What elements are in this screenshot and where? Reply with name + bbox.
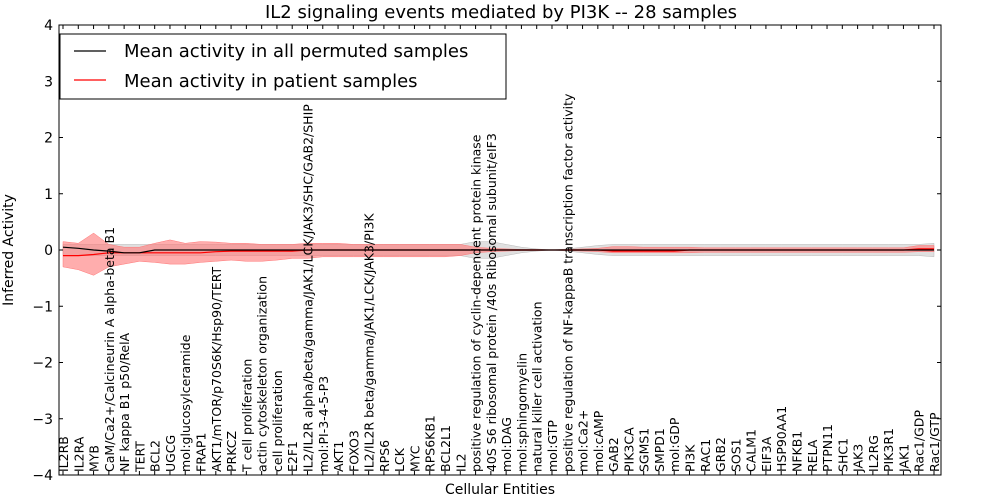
x-tick-label: positive regulation of cyclin-dependent … <box>469 134 484 472</box>
x-tick-label: UGCG <box>163 435 178 472</box>
x-tick-label: mol:GDP <box>667 417 682 472</box>
x-tick-label: IL2RB <box>56 436 71 472</box>
x-tick-label: positive regulation of NF-kappaB transcr… <box>560 93 575 472</box>
x-tick-label: IL2 <box>453 453 468 472</box>
x-tick-label: IL2/IL2R beta/gamma/JAK1/LCK/JAK3/PI3K <box>362 213 377 472</box>
x-tick-label: AKT1 <box>331 441 346 472</box>
x-tick-label: T cell proliferation <box>239 359 254 473</box>
x-tick-label: SHC1 <box>835 438 850 472</box>
x-tick-label: RELA <box>805 439 820 472</box>
x-axis-ticks <box>62 25 935 475</box>
x-tick-label: IL2/IL2R alpha/beta/gamma/JAK1/LCK/JAK3/… <box>301 104 316 472</box>
x-tick-label: BCL2 <box>148 440 163 472</box>
x-tick-label: JAK1 <box>896 444 911 473</box>
plot-area: −4 −3 −2 −1 0 1 2 3 4 IL2RB IL2RA MYB CaM/Ca2+/Calc… <box>32 18 942 484</box>
x-tick-label: PIK3R1 <box>881 428 896 472</box>
x-tick-label: AKT1/mTOR/p70S6K/Hsp90/TERT <box>209 266 224 472</box>
x-tick-label: RPS6 <box>377 440 392 472</box>
x-tick-label: FRAP1 <box>194 433 209 472</box>
x-tick-label: mol:glucosylceramide <box>178 334 193 472</box>
y-axis-label: Inferred Activity <box>1 194 17 306</box>
x-tick-label: EIF3A <box>759 436 774 472</box>
x-tick-label: IL2RA <box>71 436 86 472</box>
x-tick-label: PIK3CA <box>621 427 636 472</box>
x-tick-label: MYB <box>87 445 102 472</box>
x-tick-label: mol:PI-3-4-5-P3 <box>316 376 331 472</box>
x-tick-label: GRB2 <box>713 437 728 472</box>
x-tick-label: IL2RG <box>866 435 881 472</box>
series-line-0 <box>62 246 934 254</box>
x-axis-label: Cellular Entities <box>445 482 555 498</box>
y-tick-label: 3 <box>44 74 53 90</box>
x-tick-label: SMPD1 <box>652 428 667 472</box>
x-tick-label: SGMS1 <box>637 428 652 472</box>
y-tick-label: 0 <box>44 243 53 259</box>
y-axis-ticks: −4 −3 −2 −1 0 1 2 3 4 <box>32 18 941 484</box>
x-tick-label: HSP90AA1 <box>774 406 789 472</box>
x-tick-label: mol:Ca2+ <box>576 410 591 472</box>
legend-label-permuted: Mean activity in all permuted samples <box>124 41 468 62</box>
y-tick-label: 2 <box>44 131 53 147</box>
series-band-1 <box>62 232 935 276</box>
x-tick-label: GAB2 <box>606 437 621 472</box>
x-tick-label: natural killer cell activation <box>530 301 545 472</box>
y-tick-label: 1 <box>44 187 53 203</box>
x-tick-label: PTPN11 <box>820 424 835 472</box>
x-tick-label: FOXO3 <box>346 430 361 472</box>
x-tick-label: mol:DAG <box>499 417 514 472</box>
x-tick-label: PI3K <box>683 444 698 472</box>
x-tick-label: RPS6KB1 <box>423 415 438 472</box>
x-tick-label: mol:cAMP <box>591 410 606 472</box>
x-tick-label: actin cytoskeleton organization <box>255 276 270 472</box>
x-tick-label: E2F1 <box>285 441 300 472</box>
x-tick-label: RAC1 <box>698 439 713 472</box>
legend-box <box>59 33 507 100</box>
x-tick-label: 40S S6 ribosomal protein /40s Ribosomal … <box>484 133 499 472</box>
x-tick-label: mol:sphingomyelin <box>514 353 529 472</box>
x-tick-label: mol:GTP <box>545 420 560 472</box>
x-tick-label: LCK <box>392 447 407 472</box>
x-tick-label: Rac1/GDP <box>912 410 927 472</box>
x-tick-label: JAK3 <box>851 444 866 473</box>
x-tick-label: NF kappa B1 p50/RelA <box>117 332 132 472</box>
y-tick-label: −4 <box>32 468 53 484</box>
y-tick-label: 4 <box>44 18 53 34</box>
legend: Mean activity in all permuted samples Me… <box>59 33 507 100</box>
x-tick-label: TERT <box>132 441 147 473</box>
y-tick-label: −3 <box>32 412 53 428</box>
x-tick-label: cell proliferation <box>270 370 285 472</box>
series-lines <box>62 246 934 257</box>
x-tick-label: SOS1 <box>728 438 743 472</box>
y-tick-label: −1 <box>32 299 53 315</box>
y-tick-label: −2 <box>32 356 53 372</box>
x-tick-label: PRKCZ <box>224 431 239 472</box>
chart-title: IL2 signaling events mediated by PI3K --… <box>265 2 737 23</box>
x-axis-tick-labels: IL2RB IL2RA MYB CaM/Ca2+/Calcineurin A alph… <box>56 93 942 473</box>
x-tick-label: NFKB1 <box>790 431 805 472</box>
x-tick-label: Rac1/GTP <box>927 412 942 472</box>
legend-label-patient: Mean activity in patient samples <box>124 71 418 92</box>
x-tick-label: CALM1 <box>744 429 759 472</box>
x-tick-label: BCL2L1 <box>438 425 453 472</box>
x-tick-label: MYC <box>408 445 423 472</box>
x-tick-label: CaM/Ca2+/Calcineurin A alpha-beta B1 <box>102 227 117 472</box>
